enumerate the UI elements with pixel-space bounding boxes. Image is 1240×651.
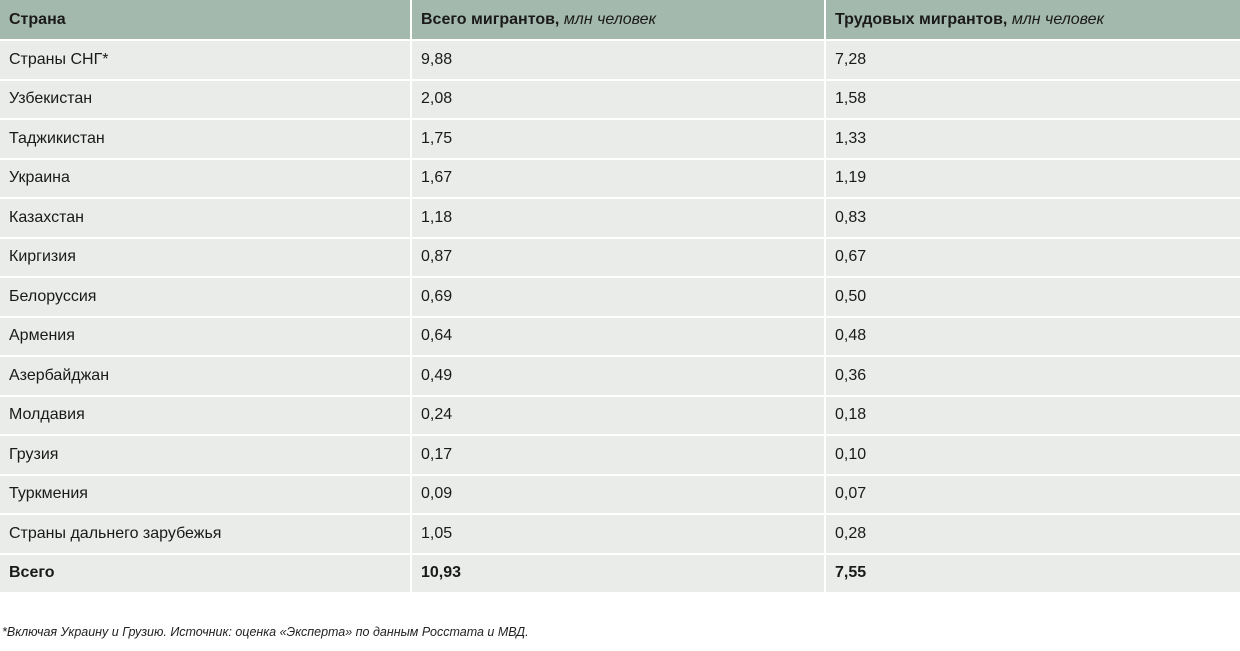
cell-total: 0,24 bbox=[412, 396, 826, 436]
table-row: Туркмения 0,09 0,07 bbox=[0, 475, 1240, 515]
table-row: Азербайджан 0,49 0,36 bbox=[0, 357, 1240, 397]
cell-labor: 1,19 bbox=[826, 159, 1240, 199]
cell-total: 0,49 bbox=[412, 357, 826, 397]
cell-country: Молдавия bbox=[0, 396, 412, 436]
table-row: Грузия 0,17 0,10 bbox=[0, 436, 1240, 476]
cell-total: 0,69 bbox=[412, 278, 826, 318]
header-labor-label: Трудовых мигрантов, bbox=[835, 10, 1008, 28]
migrants-table-container: Страна Всего мигрантов, млн человек Труд… bbox=[0, 0, 1240, 594]
table-row: Страны СНГ* 9,88 7,28 bbox=[0, 41, 1240, 81]
cell-labor: 0,28 bbox=[826, 515, 1240, 555]
table-row: Страны дальнего зарубежья 1,05 0,28 bbox=[0, 515, 1240, 555]
header-labor-migrants: Трудовых мигрантов, млн человек bbox=[826, 0, 1240, 41]
header-total-label: Всего мигрантов, bbox=[421, 10, 560, 28]
cell-total: 9,88 bbox=[412, 41, 826, 81]
footnote: *Включая Украину и Грузию. Источник: оце… bbox=[2, 625, 529, 639]
cell-country: Узбекистан bbox=[0, 80, 412, 120]
cell-labor: 0,67 bbox=[826, 238, 1240, 278]
cell-country: Армения bbox=[0, 317, 412, 357]
total-cell-labor: 7,55 bbox=[826, 554, 1240, 594]
cell-country: Таджикистан bbox=[0, 120, 412, 160]
migrants-table: Страна Всего мигрантов, млн человек Труд… bbox=[0, 0, 1240, 594]
table-row: Таджикистан 1,75 1,33 bbox=[0, 120, 1240, 160]
header-country-label: Страна bbox=[9, 10, 66, 28]
cell-country: Казахстан bbox=[0, 199, 412, 239]
cell-labor: 1,33 bbox=[826, 120, 1240, 160]
header-total-migrants: Всего мигрантов, млн человек bbox=[412, 0, 826, 41]
total-cell-country: Всего bbox=[0, 554, 412, 594]
table-row: Армения 0,64 0,48 bbox=[0, 317, 1240, 357]
table-row: Белоруссия 0,69 0,50 bbox=[0, 278, 1240, 318]
cell-total: 0,09 bbox=[412, 475, 826, 515]
header-country: Страна bbox=[0, 0, 412, 41]
cell-total: 0,17 bbox=[412, 436, 826, 476]
cell-labor: 1,58 bbox=[826, 80, 1240, 120]
cell-labor: 0,50 bbox=[826, 278, 1240, 318]
cell-country: Страны СНГ* bbox=[0, 41, 412, 81]
cell-labor: 0,07 bbox=[826, 475, 1240, 515]
table-header-row: Страна Всего мигрантов, млн человек Труд… bbox=[0, 0, 1240, 41]
cell-country: Грузия bbox=[0, 436, 412, 476]
cell-country: Туркмения bbox=[0, 475, 412, 515]
cell-total: 1,18 bbox=[412, 199, 826, 239]
table-row: Киргизия 0,87 0,67 bbox=[0, 238, 1240, 278]
cell-country: Страны дальнего зарубежья bbox=[0, 515, 412, 555]
cell-country: Белоруссия bbox=[0, 278, 412, 318]
table-total-row: Всего 10,93 7,55 bbox=[0, 554, 1240, 594]
table-body: Страны СНГ* 9,88 7,28 Узбекистан 2,08 1,58 Тад… bbox=[0, 41, 1240, 594]
cell-labor: 0,36 bbox=[826, 357, 1240, 397]
cell-total: 0,64 bbox=[412, 317, 826, 357]
table-row: Молдавия 0,24 0,18 bbox=[0, 396, 1240, 436]
cell-labor: 0,83 bbox=[826, 199, 1240, 239]
cell-total: 1,05 bbox=[412, 515, 826, 555]
cell-labor: 0,18 bbox=[826, 396, 1240, 436]
cell-labor: 0,48 bbox=[826, 317, 1240, 357]
cell-country: Украина bbox=[0, 159, 412, 199]
cell-total: 1,75 bbox=[412, 120, 826, 160]
header-total-unit: млн человек bbox=[563, 10, 657, 28]
total-cell-total: 10,93 bbox=[412, 554, 826, 594]
cell-total: 0,87 bbox=[412, 238, 826, 278]
cell-country: Киргизия bbox=[0, 238, 412, 278]
cell-labor: 0,10 bbox=[826, 436, 1240, 476]
cell-total: 1,67 bbox=[412, 159, 826, 199]
cell-total: 2,08 bbox=[412, 80, 826, 120]
table-row: Узбекистан 2,08 1,58 bbox=[0, 80, 1240, 120]
header-labor-unit: млн человек bbox=[1011, 10, 1105, 28]
cell-country: Азербайджан bbox=[0, 357, 412, 397]
cell-labor: 7,28 bbox=[826, 41, 1240, 81]
table-row: Украина 1,67 1,19 bbox=[0, 159, 1240, 199]
table-row: Казахстан 1,18 0,83 bbox=[0, 199, 1240, 239]
